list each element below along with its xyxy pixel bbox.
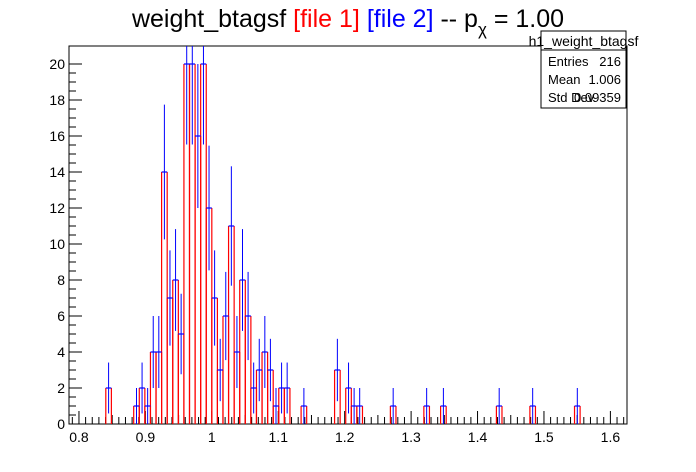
stats-box-frame <box>540 30 627 109</box>
x-tick-label: 1.2 <box>335 429 355 445</box>
y-tick-label: 2 <box>57 380 65 396</box>
stats-stddev-label: Std Dev <box>548 90 595 105</box>
chart-title-part: weight_btagsf <box>131 5 293 33</box>
x-tick-label: 1 <box>208 429 216 445</box>
chart-title-part: -- p <box>434 5 478 33</box>
file1-bin-bar <box>573 406 581 424</box>
y-tick-label: 20 <box>49 56 65 72</box>
file1-bin-bar <box>495 406 503 424</box>
file1-bin-bar <box>333 370 341 424</box>
chart-title-part: = 1.00 <box>487 5 564 33</box>
x-tick-label: 0.9 <box>136 429 156 445</box>
x-tick-label: 1.1 <box>269 429 289 445</box>
x-tick-label: 1.4 <box>468 429 488 445</box>
y-tick-label: 14 <box>49 164 65 180</box>
chart-title-part: [file 2] <box>367 5 434 33</box>
x-tick-label: 1.5 <box>534 429 554 445</box>
file1-bin-bar <box>529 406 537 424</box>
x-tick-label: 0.8 <box>69 429 89 445</box>
chart-title-part: [file 1] <box>293 5 360 33</box>
plot-area: 0 2 4 6 8 10 12 14 16 18 20 0.8 0.9 1 1.1 1.2 1.3 1.4 1.5 1… <box>49 45 628 445</box>
stats-mean-label: Mean <box>548 72 581 87</box>
y-tick-label: 0 <box>57 416 65 432</box>
y-tick-label: 8 <box>57 272 65 288</box>
x-tick-label: 1.3 <box>401 429 421 445</box>
file1-bin-bar <box>300 406 308 424</box>
y-tick-label: 6 <box>57 308 65 324</box>
stats-box: h1_weight_btagsf Entries 216 Mean 1.006 … <box>529 30 639 109</box>
stats-entries-value: 216 <box>599 54 621 69</box>
chart-title-part <box>360 5 367 33</box>
y-tick-label: 10 <box>49 236 65 252</box>
y-tick-label: 16 <box>49 128 65 144</box>
chart-title-part: χ <box>478 20 487 39</box>
chart-title: weight_btagsf [file 1] [file 2] -- pχ = … <box>131 5 564 39</box>
file1-bin-bar <box>389 406 397 424</box>
y-tick-label: 18 <box>49 92 65 108</box>
file1-bin-bar <box>283 388 291 424</box>
stats-mean-value: 1.006 <box>588 72 621 87</box>
stats-entries-label: Entries <box>548 54 589 69</box>
y-tick-label: 12 <box>49 200 65 216</box>
x-tick-label: 1.6 <box>601 429 621 445</box>
y-tick-label: 4 <box>57 344 65 360</box>
file1-bin-bar <box>440 406 447 424</box>
file1-bin-bar <box>105 388 112 424</box>
stats-box-title: h1_weight_btagsf <box>529 33 639 49</box>
stats-stddev-value: 0.09359 <box>574 90 621 105</box>
file1-bin-bar <box>423 406 431 424</box>
file1-bin-bar <box>356 406 364 424</box>
